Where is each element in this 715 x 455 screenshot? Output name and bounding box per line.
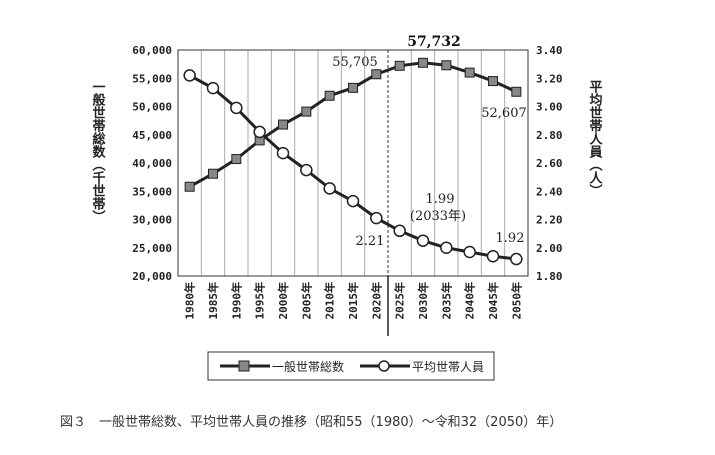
persons-point xyxy=(253,125,266,139)
persons-point xyxy=(206,81,220,95)
x-tick-label: 2035年 xyxy=(439,282,453,320)
right-tick-label: 2.20 xyxy=(536,214,563,227)
households-point xyxy=(488,76,498,87)
left-tick-label: 30,000 xyxy=(132,214,172,227)
right-tick-label: 3.00 xyxy=(536,101,563,114)
legend: 一般世帯総数 平均世帯人員 xyxy=(207,351,495,381)
households-point xyxy=(184,181,195,192)
left-axis-label: 一般世帯総数（千世帯） xyxy=(90,80,107,223)
x-tick-label: 2005年 xyxy=(299,282,313,320)
left-tick-label: 55,000 xyxy=(132,72,172,85)
legend-circle-marker xyxy=(378,360,390,372)
plot-frame xyxy=(177,49,529,277)
x-tick-label: 1995年 xyxy=(253,282,267,320)
households-point xyxy=(418,57,428,68)
household-chart: 20,000 25,000 30,000 35,000 40,000 45,000 50,0… xyxy=(90,34,604,381)
households-point xyxy=(394,60,405,71)
x-tick-label: 2025年 xyxy=(393,282,407,320)
persons-point xyxy=(463,245,476,259)
persons-point xyxy=(276,146,290,160)
annotation-2033-year: (2033年) xyxy=(410,209,466,224)
persons-point xyxy=(300,163,313,177)
annotation-2030-households: 57,732 xyxy=(407,34,461,50)
legend-square-marker xyxy=(238,360,250,372)
persons-point xyxy=(183,69,196,82)
households-point xyxy=(464,67,475,78)
persons-point xyxy=(486,249,500,263)
households-line xyxy=(188,61,517,189)
annotation-2020-persons: 2.21 xyxy=(356,234,385,249)
right-tick-label: 3.40 xyxy=(536,44,563,57)
persons-point xyxy=(370,211,383,225)
x-tick-label: 1985年 xyxy=(206,282,220,320)
households-point xyxy=(231,154,242,165)
right-axis-label: 平均世帯人員（人） xyxy=(587,80,604,197)
left-axis-ticks: 20,000 25,000 30,000 35,000 40,000 45,000 50,0… xyxy=(132,44,172,283)
persons-point xyxy=(416,234,430,247)
annotation-2033-persons: 1.99 xyxy=(426,192,455,207)
left-tick-label: 25,000 xyxy=(132,242,172,255)
persons-point xyxy=(440,241,453,254)
x-tick-label: 2020年 xyxy=(369,282,383,320)
right-tick-label: 3.20 xyxy=(536,72,563,85)
x-axis-ticks: 1980年 1985年 1990年 1995年 2000年 2005年 2010年 2015年… xyxy=(183,282,524,320)
right-axis-ticks: 1.80 2.00 2.20 2.40 2.60 2.80 3.00 3.20 3.40 xyxy=(536,44,563,283)
series-markers xyxy=(183,57,523,266)
x-tick-label: 2040年 xyxy=(463,282,477,320)
left-tick-label: 35,000 xyxy=(132,185,172,198)
left-tick-label: 40,000 xyxy=(132,157,172,170)
persons-point xyxy=(346,194,360,208)
legend-label-persons: 平均世帯人員 xyxy=(412,360,484,374)
x-tick-label: 2050年 xyxy=(509,282,523,320)
left-tick-label: 45,000 xyxy=(132,129,172,142)
households-point xyxy=(348,82,358,93)
annotation-2020-households: 55,705 xyxy=(332,55,378,70)
plot-border xyxy=(177,49,529,277)
annotation-2050-persons: 1.92 xyxy=(496,231,525,246)
left-tick-label: 50,000 xyxy=(132,101,172,114)
annotation-2050-households: 52,607 xyxy=(481,106,527,121)
households-point xyxy=(511,86,522,97)
households-point xyxy=(301,106,312,117)
right-tick-label: 2.60 xyxy=(536,157,563,170)
figure-caption: 図３ 一般世帯総数、平均世帯人員の推移（昭和55（1980）～令和32（2050… xyxy=(60,415,563,430)
left-tick-label: 20,000 xyxy=(132,270,172,283)
x-tick-label: 2010年 xyxy=(323,282,337,320)
x-tick-label: 1990年 xyxy=(229,282,243,320)
x-tick-label: 2045年 xyxy=(486,282,500,320)
x-tick-label: 2030年 xyxy=(416,282,430,320)
x-tick-label: 2015年 xyxy=(346,282,360,320)
right-tick-label: 2.00 xyxy=(536,242,563,255)
right-tick-label: 1.80 xyxy=(536,270,563,283)
x-tick-label: 2000年 xyxy=(276,282,290,320)
persons-point xyxy=(510,252,523,266)
households-point xyxy=(324,90,335,101)
households-point xyxy=(208,168,218,179)
right-tick-label: 2.80 xyxy=(536,129,563,142)
households-point xyxy=(371,69,382,80)
left-tick-label: 60,000 xyxy=(132,44,172,57)
persons-point xyxy=(230,101,243,115)
right-tick-label: 2.40 xyxy=(536,185,563,198)
households-point xyxy=(441,60,452,71)
persons-point xyxy=(393,224,406,238)
x-tick-label: 1980年 xyxy=(183,282,197,320)
persons-point xyxy=(323,182,336,195)
legend-label-households: 一般世帯総数 xyxy=(272,359,344,374)
households-point xyxy=(278,119,288,130)
